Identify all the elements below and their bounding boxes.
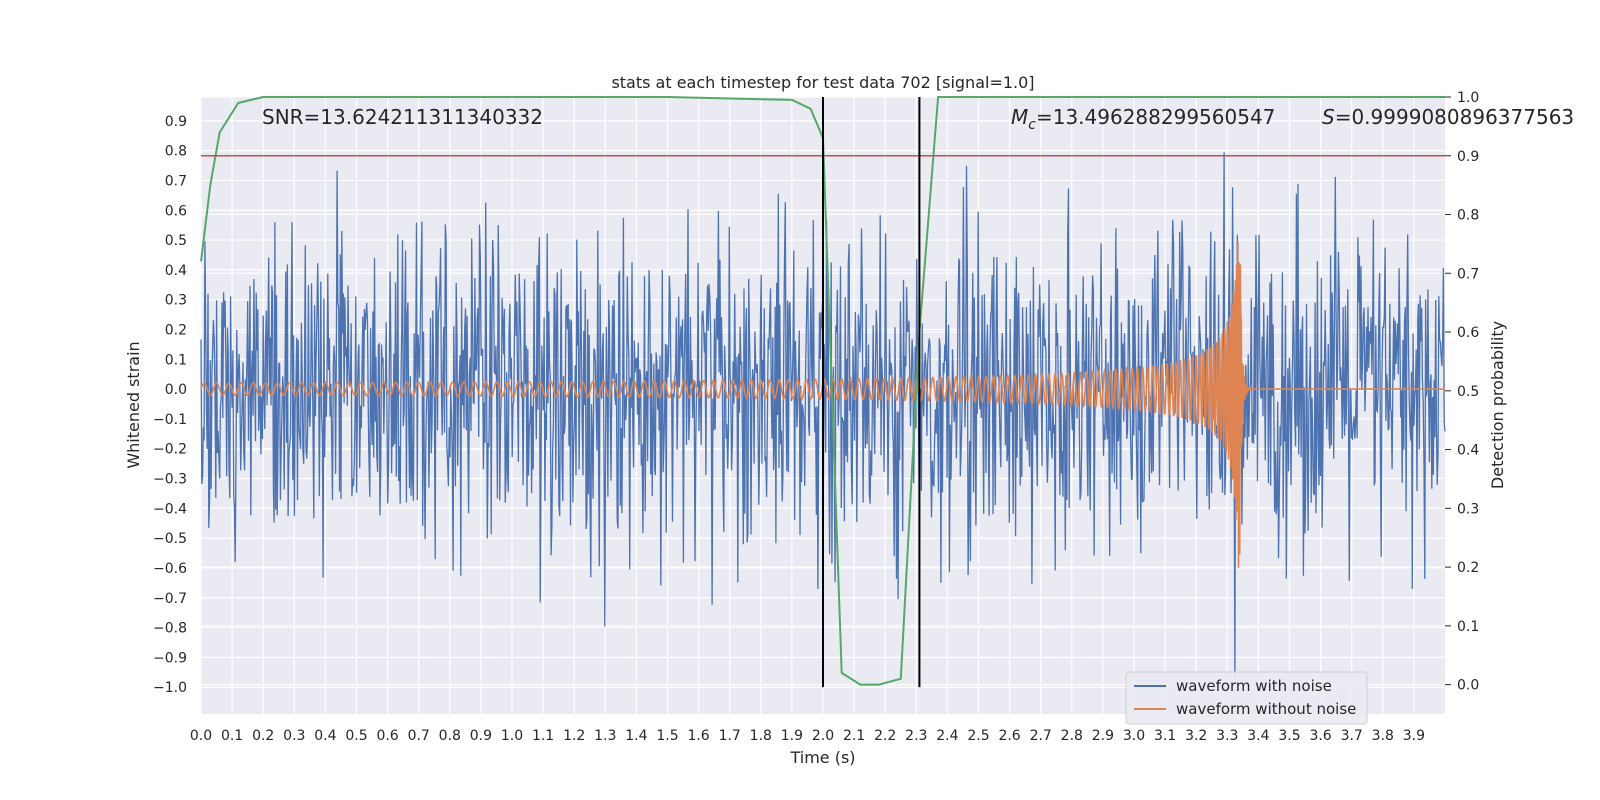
x-tick-label: 2.6 (998, 728, 1020, 744)
y-left-tick-label: −0.9 (153, 650, 187, 666)
legend-label-chirp: waveform without noise (1176, 700, 1356, 718)
x-tick-label: 0.9 (470, 728, 492, 744)
y-right-axis-ticks: 1.0 0.9 0.8 0.7 0.6 0.5 0.4 0.3 0.2 0.1 0.0 (1445, 90, 1479, 694)
y-right-tick-label: 0.5 (1457, 384, 1479, 400)
x-tick-label: 0.8 (439, 728, 461, 744)
x-tick-label: 1.5 (656, 728, 678, 744)
chirp-mass-symbol: M (1011, 105, 1028, 129)
x-tick-label: 3.7 (1341, 728, 1363, 744)
y-right-tick-label: 0.2 (1457, 560, 1479, 576)
x-tick-label: 0.2 (252, 728, 274, 744)
x-tick-label: 2.1 (843, 728, 865, 744)
y-right-tick-label: 0.1 (1457, 619, 1479, 635)
y-left-tick-label: −0.5 (153, 531, 187, 547)
legend-label-noise: waveform with noise (1176, 677, 1332, 695)
y-left-tick-label: −0.1 (153, 412, 187, 428)
x-tick-label: 3.9 (1403, 728, 1425, 744)
x-tick-label: 2.3 (905, 728, 927, 744)
x-tick-label: 1.4 (625, 728, 647, 744)
y-right-tick-label: 0.3 (1457, 501, 1479, 517)
y-left-axis-label: Whitened strain (124, 341, 143, 468)
x-tick-label: 0.4 (314, 728, 336, 744)
chirp-mass-subscript: c (1028, 117, 1036, 133)
y-left-tick-label: 0.4 (165, 263, 187, 279)
x-tick-label: 0.3 (283, 728, 305, 744)
y-left-tick-label: −0.2 (153, 442, 187, 458)
y-right-tick-label: 1.0 (1457, 90, 1479, 106)
x-tick-label: 2.2 (874, 728, 896, 744)
y-right-tick-label: 0.9 (1457, 149, 1479, 165)
x-axis-ticks: 0.0 0.1 0.2 0.3 0.4 0.5 0.6 0.7 0.8 0.9 1.0 1.1 1.2 1… (190, 728, 1425, 744)
x-tick-label: 2.0 (812, 728, 834, 744)
y-left-tick-label: −0.4 (153, 501, 187, 517)
y-left-tick-label: −1.0 (153, 680, 187, 696)
x-tick-label: 3.0 (1123, 728, 1145, 744)
s-symbol: S (1322, 105, 1335, 129)
chart-title: stats at each timestep for test data 702… (611, 73, 1034, 92)
x-tick-label: 2.7 (1030, 728, 1052, 744)
x-tick-label: 0.7 (408, 728, 430, 744)
x-tick-label: 1.8 (750, 728, 772, 744)
y-left-tick-label: 0.0 (165, 382, 187, 398)
x-tick-label: 1.3 (594, 728, 616, 744)
x-tick-label: 3.5 (1278, 728, 1300, 744)
x-tick-label: 2.5 (967, 728, 989, 744)
chirp-mass-value: =13.496288299560547 (1036, 105, 1275, 129)
legend-box (1125, 671, 1368, 725)
x-tick-label: 1.9 (781, 728, 803, 744)
y-left-tick-label: −0.3 (153, 472, 187, 488)
legend: waveform with noise waveform without noi… (1125, 671, 1368, 725)
y-left-tick-label: 0.2 (165, 322, 187, 338)
y-left-tick-label: 0.6 (165, 203, 187, 219)
y-left-tick-label: −0.6 (153, 561, 187, 577)
x-tick-label: 0.0 (190, 728, 212, 744)
x-tick-label: 2.9 (1092, 728, 1114, 744)
y-right-tick-label: 0.8 (1457, 208, 1479, 224)
y-right-tick-label: 0.6 (1457, 325, 1479, 341)
x-tick-label: 0.5 (345, 728, 367, 744)
y-left-tick-label: 0.7 (165, 173, 187, 189)
x-tick-label: 3.8 (1372, 728, 1394, 744)
y-right-tick-label: 0.7 (1457, 266, 1479, 282)
chirp-mass-annotation: Mc=13.496288299560547 (1011, 105, 1275, 133)
y-left-tick-label: 0.5 (165, 233, 187, 249)
x-tick-label: 0.1 (221, 728, 243, 744)
x-tick-label: 3.3 (1216, 728, 1238, 744)
x-tick-label: 0.6 (376, 728, 398, 744)
snr-annotation: SNR=13.624211311340332 (262, 105, 543, 129)
x-tick-label: 1.7 (719, 728, 741, 744)
y-left-tick-label: −0.7 (153, 591, 187, 607)
x-tick-label: 1.1 (532, 728, 554, 744)
s-annotation: S=0.9999080896377563 (1322, 105, 1574, 129)
y-right-tick-label: 0.4 (1457, 443, 1479, 459)
y-right-axis-label: Detection probability (1488, 321, 1507, 489)
x-tick-label: 2.8 (1061, 728, 1083, 744)
y-left-tick-label: 0.1 (165, 352, 187, 368)
y-left-tick-label: 0.9 (165, 114, 187, 130)
y-right-tick-label: 0.0 (1457, 678, 1479, 694)
x-tick-label: 1.2 (563, 728, 585, 744)
x-tick-label: 1.6 (687, 728, 709, 744)
marker-layer (201, 97, 1445, 688)
x-axis-label: Time (s) (789, 748, 855, 767)
x-tick-label: 3.6 (1309, 728, 1331, 744)
x-tick-label: 3.2 (1185, 728, 1207, 744)
y-left-tick-label: −0.8 (153, 621, 187, 637)
s-value: =0.9999080896377563 (1335, 105, 1574, 129)
x-tick-label: 3.1 (1154, 728, 1176, 744)
y-left-axis-ticks: 0.9 0.8 0.7 0.6 0.5 0.4 0.3 0.2 0.1 0.0 −0.1 −0.2 −0… (153, 114, 187, 696)
y-left-tick-label: 0.3 (165, 293, 187, 309)
x-tick-label: 1.0 (501, 728, 523, 744)
x-tick-label: 3.4 (1247, 728, 1269, 744)
x-tick-label: 2.4 (936, 728, 958, 744)
y-left-tick-label: 0.8 (165, 144, 187, 160)
